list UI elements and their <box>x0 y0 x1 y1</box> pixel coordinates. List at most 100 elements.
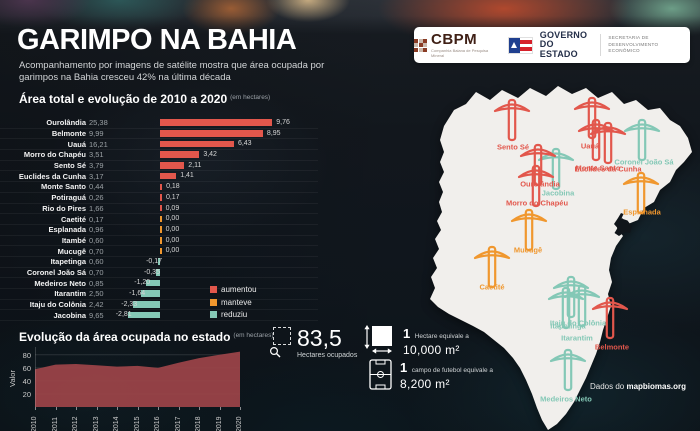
bar-row: Ourolândia 25,38 9,76 <box>0 118 318 129</box>
bar-row: Itaju do Colônia 2,42 -2,33 <box>0 300 318 311</box>
bar <box>160 194 162 201</box>
map-marker-label: Itapetinga <box>550 321 586 331</box>
bar-change-value: 2,11 <box>188 161 202 169</box>
bar-total-value: 0,44 <box>89 182 104 192</box>
bar-change-value: 0,00 <box>165 215 180 223</box>
bar-change-value: 9,76 <box>276 119 290 126</box>
hectare-value: 10,000 m² <box>403 343 460 357</box>
legend-swatch <box>210 311 217 319</box>
bar-chart-legend: aumentou manteve reduziu <box>210 285 257 323</box>
bahia-state-silhouette <box>430 86 692 430</box>
area-x-tick <box>76 407 77 410</box>
map-marker-label: Morro do Chapéu <box>505 198 569 208</box>
bar-category-label: Euclides da Cunha <box>18 171 86 181</box>
bar-category-label: Rio do Pires <box>42 203 86 213</box>
bar-total-value: 0,60 <box>89 235 104 245</box>
legend-swatch <box>210 286 217 293</box>
area-x-tick <box>137 407 139 410</box>
area-x-year-label: 2017 <box>174 416 182 431</box>
area-chart: Valor 20 40 60 80 2010 2011 2012 2013 2014 2015 20… <box>0 326 270 431</box>
map-marker-label: Monte Santo <box>575 163 621 173</box>
bar <box>160 215 162 223</box>
bar <box>155 269 160 276</box>
bar-chart-title-text: Área total e evolução de 2010 a 2020 <box>19 92 228 106</box>
map-marker-label: Sento Sé <box>496 142 530 152</box>
area-x-tick <box>178 407 180 410</box>
bar-row: Itapetinga 0,60 -0,17 <box>0 257 318 268</box>
bar <box>160 226 162 233</box>
bar-category-label: Medeiros Neto <box>34 278 86 288</box>
area-x-tick <box>55 407 57 410</box>
bar-category-label: Belmonte <box>51 129 86 139</box>
bahia-flag-icon <box>507 36 533 54</box>
bar-category-label: Morro do Chapéu <box>23 150 86 160</box>
bar <box>160 140 234 148</box>
bar-change-value: -1,64 <box>129 290 146 297</box>
area-chart-title-text: Evolução da área ocupada no estado <box>19 330 231 344</box>
bar-category-label: Itapetinga <box>50 257 86 267</box>
credit-source-link[interactable]: mapbiomas.org <box>626 382 687 391</box>
logo-divider <box>600 34 602 56</box>
map-marker-label: Jacobina <box>541 188 575 198</box>
bar-change-value: 0,17 <box>165 193 180 201</box>
bar <box>127 311 160 319</box>
bar <box>160 130 263 137</box>
bar-row: Jacobina 9,65 -2,81 <box>0 310 318 322</box>
bar-row: Morro do Chapéu 3,51 3,42 <box>0 150 318 161</box>
bar-total-value: 1,66 <box>89 203 104 213</box>
legend-item: manteve <box>210 298 257 307</box>
bar <box>160 151 200 159</box>
bar-row: Esplanada 0,96 0,00 <box>0 225 318 236</box>
bar-change-value: -2,33 <box>121 300 138 308</box>
secretaria-line1: SECRETARIA DE <box>608 35 649 41</box>
legend-item: reduziu <box>210 310 257 319</box>
bar-row: Sento Sé 3,79 2,11 <box>0 161 318 172</box>
bar <box>146 279 160 287</box>
bar-total-value: 0,26 <box>89 193 104 203</box>
bar <box>160 236 162 244</box>
secretaria-text: SECRETARIA DE DESENVOLVIMENTO ECONÔMICO <box>608 35 690 54</box>
bar-category-label: Mucugê <box>57 246 86 256</box>
bar-total-value: 16,21 <box>89 139 108 149</box>
bar-row: Mucugê 0,70 0,00 <box>0 246 318 257</box>
fact-football-field: 1 campo de futebol equivale a 8,200 m² <box>369 359 493 391</box>
area-x-year-label: 2018 <box>195 416 202 431</box>
cbpm-logo-icon <box>414 38 427 52</box>
secretaria-line2: DESENVOLVIMENTO ECONÔMICO <box>608 41 659 54</box>
field-prefix: 1 <box>400 360 408 375</box>
bar <box>133 301 160 308</box>
bar-category-label: Sento Sé <box>53 161 86 171</box>
legend-swatch <box>210 298 217 306</box>
governo-logo-text: GOVERNO DO ESTADO <box>540 30 594 59</box>
fact-hectare: 1 Hectare equivale a 10,000 m² <box>364 325 469 357</box>
bar-total-value: 3,51 <box>89 150 104 160</box>
area-x-year-label: 2011 <box>51 416 59 431</box>
area-x-tick <box>199 407 200 410</box>
bahia-map: Sento Sé Uauá Monte Santo Euclides da Cu… <box>430 80 694 431</box>
bar-row: Medeiros Neto 0,85 -1,20 <box>0 278 318 289</box>
bar-category-label: Caetité <box>60 214 86 224</box>
map-marker-label: Mucugê <box>513 245 543 255</box>
logo-card: CBPM Companhia Baiana de Pesquisa Minera… <box>414 27 690 63</box>
area-y-tick: 80 <box>22 350 31 360</box>
field-value: 8,200 m² <box>400 377 450 391</box>
bar-change-value: 0,00 <box>165 236 180 244</box>
bar-change-value: 0,00 <box>165 247 180 255</box>
bar-change-value: -1,20 <box>134 279 151 287</box>
bar-change-value: 0,09 <box>165 204 180 212</box>
area-chart-title: Evolução da área ocupada no estado (em he… <box>19 330 274 344</box>
hectare-label: Hectare equivale a <box>414 333 469 340</box>
bar-category-label: Potiraguá <box>51 193 86 203</box>
bar-category-label: Itaju do Colônia <box>29 300 86 310</box>
legend-label: reduziu <box>221 310 248 320</box>
bar-row: Monte Santo 0,44 0,18 <box>0 182 318 193</box>
area-x-year-label: 2012 <box>72 416 79 431</box>
miner-silhouette-icon <box>614 213 632 236</box>
area-x-tick <box>240 407 241 410</box>
cbpm-logo-caption: Companhia Baiana de Pesquisa Mineral <box>431 48 489 58</box>
bar-row: Coronel João Sá 0,70 -0,35 <box>0 268 318 279</box>
page-subtitle: Acompanhamento por imagens de satélite m… <box>19 60 325 84</box>
bar-total-value: 0,96 <box>89 225 104 235</box>
bar-total-value: 2,42 <box>89 300 104 310</box>
bar-row: Uauá 16,21 6,43 <box>0 139 318 151</box>
